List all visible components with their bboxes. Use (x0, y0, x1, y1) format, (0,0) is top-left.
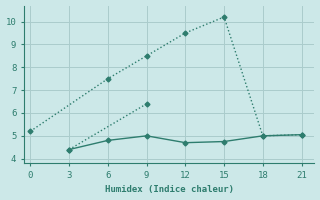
X-axis label: Humidex (Indice chaleur): Humidex (Indice chaleur) (105, 185, 234, 194)
